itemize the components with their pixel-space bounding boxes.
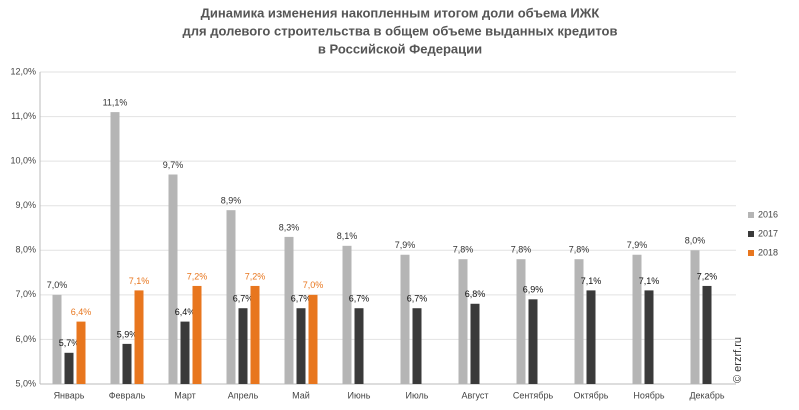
value-label: 5,9%	[117, 329, 138, 339]
value-label: 7,0%	[47, 280, 68, 290]
value-label: 7,1%	[129, 276, 150, 286]
bar	[702, 285, 712, 384]
bar	[122, 343, 132, 384]
legend-label: 2018	[758, 247, 778, 257]
value-label: 7,0%	[303, 280, 324, 290]
bar	[470, 303, 480, 384]
bar	[180, 321, 190, 384]
bar	[134, 290, 144, 384]
value-label: 6,7%	[407, 294, 428, 304]
y-tick-label: 8,0%	[15, 245, 36, 255]
bar	[458, 259, 468, 384]
value-label: 7,2%	[187, 271, 208, 281]
value-label: 7,1%	[581, 276, 602, 286]
value-label: 8,0%	[685, 236, 706, 246]
bar	[110, 112, 120, 384]
watermark: © erzrf.ru	[732, 337, 744, 383]
bar	[354, 308, 364, 384]
x-tick-label: Февраль	[109, 390, 146, 400]
value-label: 11,1%	[103, 97, 128, 107]
bar	[644, 290, 654, 384]
x-tick-label: Март	[174, 390, 196, 400]
x-tick-label: Сентябрь	[513, 390, 554, 400]
value-label: 6,8%	[465, 289, 486, 299]
bar	[250, 285, 260, 384]
bar	[308, 294, 318, 384]
value-label: 7,8%	[569, 245, 590, 255]
value-label: 7,2%	[245, 271, 266, 281]
bar	[574, 259, 584, 384]
x-tick-label: Октябрь	[574, 390, 609, 400]
value-label: 6,7%	[349, 294, 370, 304]
value-label: 8,3%	[279, 222, 300, 232]
legend-label: 2016	[758, 209, 778, 219]
bar	[342, 245, 352, 384]
x-tick-label: Июль	[406, 390, 429, 400]
legend-label: 2017	[758, 228, 778, 238]
chart-title: для долевого строительства в общем объем…	[183, 23, 618, 38]
x-tick-label: Январь	[54, 390, 85, 400]
bar	[632, 254, 642, 384]
value-label: 6,4%	[71, 307, 92, 317]
value-label: 7,8%	[453, 245, 474, 255]
value-label: 8,1%	[337, 231, 358, 241]
bar	[690, 250, 700, 384]
value-label: 6,7%	[291, 294, 312, 304]
x-tick-label: Август	[461, 390, 488, 400]
value-label: 9,7%	[163, 160, 184, 170]
value-label: 6,4%	[175, 307, 196, 317]
legend-swatch	[748, 250, 754, 256]
bar	[516, 259, 526, 384]
bar	[238, 308, 248, 384]
y-tick-label: 7,0%	[15, 289, 36, 299]
bar	[226, 210, 236, 384]
legend-swatch	[748, 231, 754, 237]
y-tick-label: 10,0%	[10, 156, 36, 166]
value-label: 7,9%	[395, 240, 416, 250]
value-label: 6,9%	[523, 285, 544, 295]
chart-title: в Российской Федерации	[318, 41, 482, 56]
bar	[296, 308, 306, 384]
bar	[412, 308, 422, 384]
value-label: 5,7%	[59, 338, 80, 348]
value-label: 6,7%	[233, 294, 254, 304]
bar	[192, 285, 202, 384]
x-tick-label: Апрель	[228, 390, 259, 400]
x-tick-label: Май	[292, 390, 310, 400]
value-label: 7,1%	[639, 276, 660, 286]
x-tick-label: Ноябрь	[633, 390, 665, 400]
bar	[284, 236, 294, 384]
bar	[528, 299, 538, 384]
y-tick-label: 11,0%	[11, 111, 36, 121]
x-tick-label: Июнь	[348, 390, 371, 400]
bar	[64, 352, 74, 384]
bar	[168, 174, 178, 384]
y-tick-label: 5,0%	[15, 378, 36, 388]
bar	[52, 294, 62, 384]
x-tick-label: Декабрь	[689, 390, 724, 400]
chart-title: Динамика изменения накопленным итогом до…	[201, 5, 600, 20]
value-label: 7,2%	[697, 271, 718, 281]
bar	[586, 290, 596, 384]
value-label: 7,8%	[511, 245, 532, 255]
bar	[76, 321, 86, 384]
y-tick-label: 9,0%	[15, 200, 36, 210]
y-tick-label: 12,0%	[10, 66, 36, 76]
y-tick-label: 6,0%	[15, 334, 36, 344]
value-label: 7,9%	[627, 240, 648, 250]
value-label: 8,9%	[221, 196, 242, 206]
legend-swatch	[748, 212, 754, 218]
bar	[400, 254, 410, 384]
